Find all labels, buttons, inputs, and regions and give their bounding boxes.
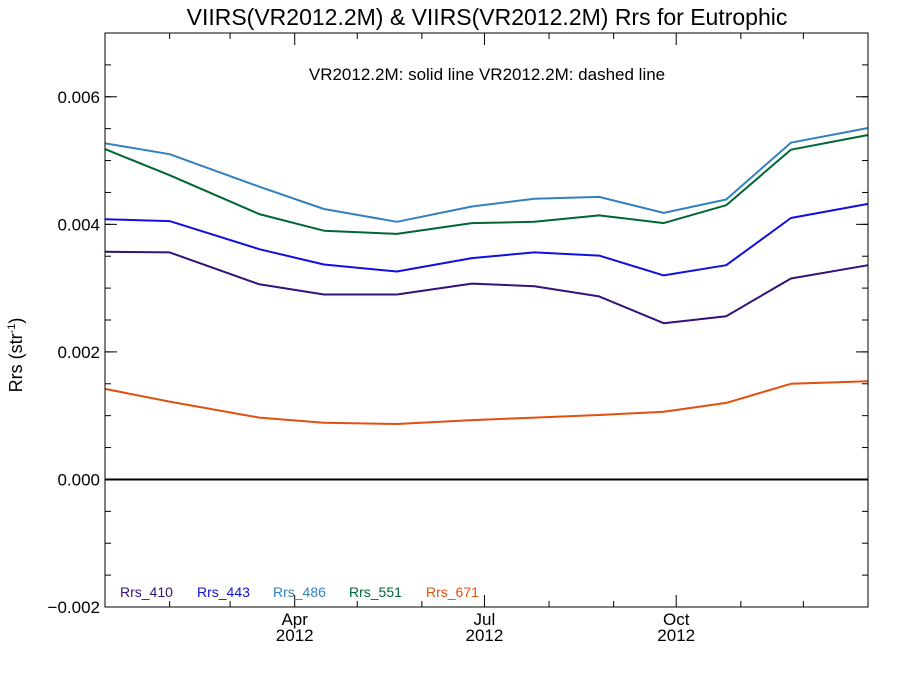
y-tick-label: 0.000	[57, 470, 100, 489]
series-line-rrs-486	[104, 127, 869, 223]
legend-entry-rrs-551: Rrs_551	[349, 584, 402, 600]
series-lines	[104, 127, 869, 425]
series-line-rrs-443	[104, 202, 869, 277]
y-axis-label: Rrs (str-1)	[6, 318, 26, 393]
x-tick-month-label: Jul	[474, 610, 496, 629]
y-tick-label: 0.004	[57, 215, 100, 234]
legend-entry-rrs-486: Rrs_486	[273, 584, 326, 600]
axis-ticks: −0.0020.0000.0020.0040.006Apr2012Jul2012…	[48, 32, 868, 645]
legend-entry-rrs-671: Rrs_671	[426, 584, 479, 600]
series-line-rrs-671	[104, 380, 869, 425]
plot-frame	[104, 32, 869, 608]
y-tick-label: 0.002	[57, 343, 100, 362]
x-tick-month-label: Oct	[663, 610, 690, 629]
y-tick-label: −0.002	[48, 598, 100, 617]
x-tick-month-label: Apr	[281, 610, 308, 629]
series-line-rrs-551	[104, 134, 869, 235]
legend-entry-rrs-443: Rrs_443	[197, 584, 250, 600]
y-tick-label: 0.006	[57, 88, 100, 107]
x-tick-year-label: 2012	[657, 626, 695, 645]
chart-title: VIIRS(VR2012.2M) & VIIRS(VR2012.2M) Rrs …	[187, 4, 788, 30]
x-tick-year-label: 2012	[276, 626, 314, 645]
x-tick-year-label: 2012	[466, 626, 504, 645]
series-line-rrs-410	[104, 250, 869, 325]
legend-entry-rrs-410: Rrs_410	[120, 584, 173, 600]
legend: Rrs_410 Rrs_443 Rrs_486 Rrs_551 Rrs_671	[120, 584, 479, 600]
line-style-annotation: VR2012.2M: solid line VR2012.2M: dashed …	[309, 65, 665, 84]
